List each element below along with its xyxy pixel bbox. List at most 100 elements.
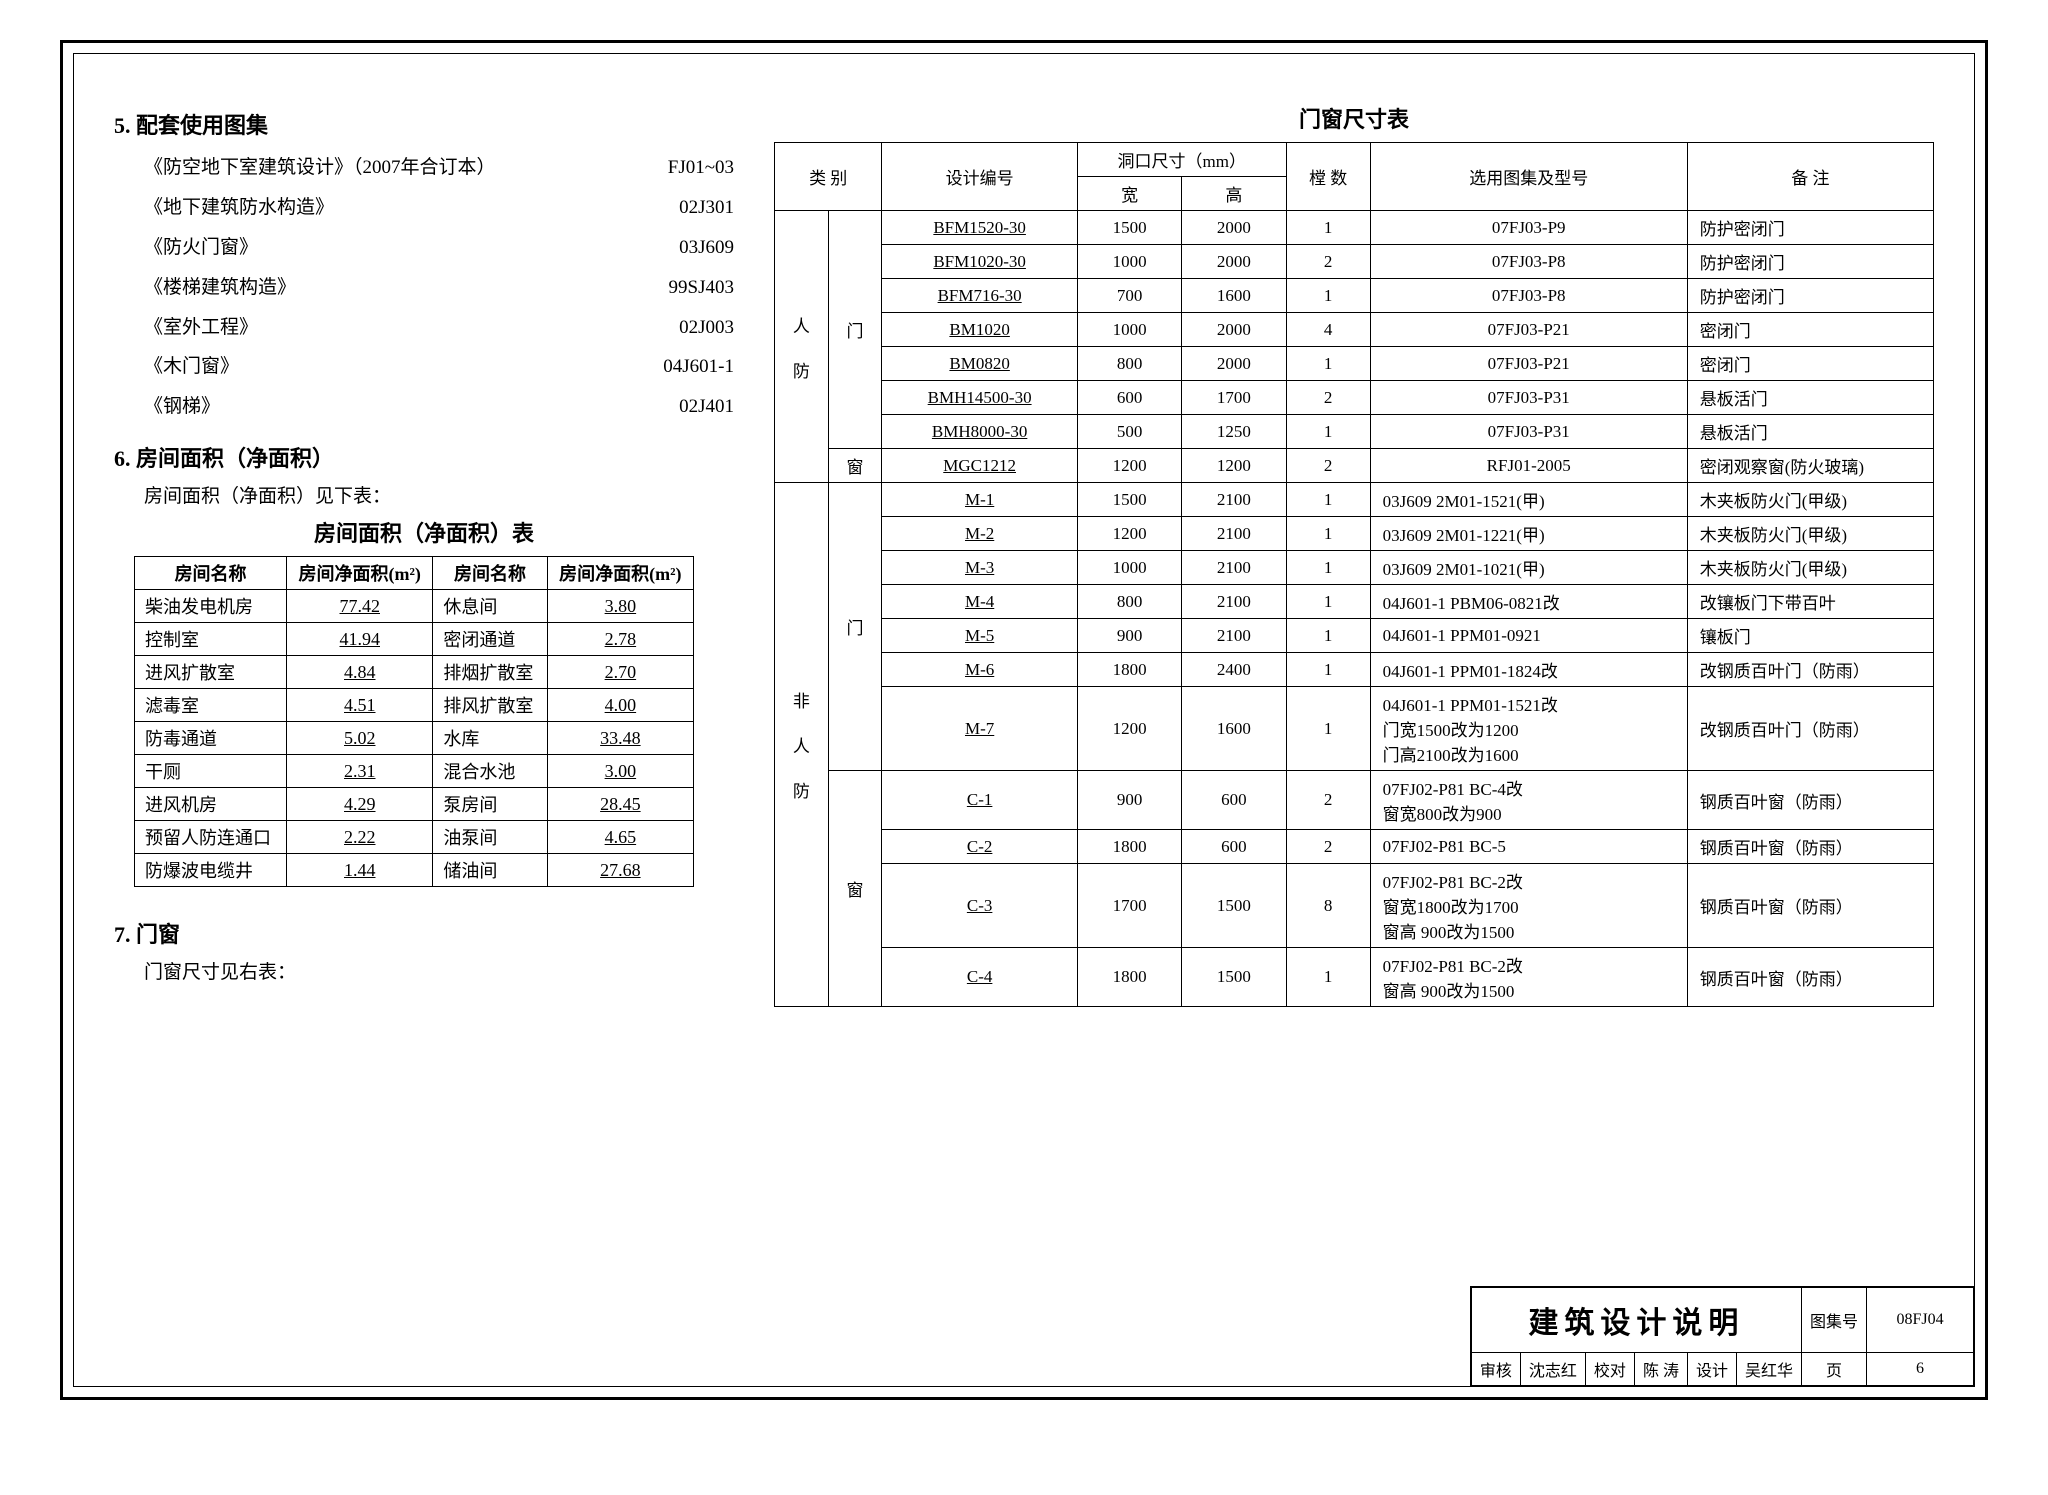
room-name: 进风机房 [135, 788, 287, 821]
room-area: 1.44 [287, 854, 433, 887]
ref-val: RFJ01-2005 [1370, 449, 1687, 483]
title-block: 建筑设计说明 图集号 08FJ04 审核 沈志红 校对 陈 涛 设计 吴红华 页… [1470, 1286, 1975, 1387]
room-name: 油泵间 [433, 821, 547, 854]
area-header: 房间净面积(m²) [547, 557, 693, 590]
design-code: M-4 [882, 585, 1078, 619]
room-name: 干厕 [135, 755, 287, 788]
area-row: 干厕2.31混合水池3.00 [135, 755, 694, 788]
design-code: C-4 [882, 948, 1078, 1007]
ref-val: 07FJ02-P81 BC-5 [1370, 830, 1687, 864]
tuji-label: 图集号 [1801, 1288, 1866, 1353]
room-area: 4.29 [287, 788, 433, 821]
qty-val: 4 [1286, 313, 1370, 347]
design-code: BFM1520-30 [882, 211, 1078, 245]
width-val: 1000 [1077, 313, 1181, 347]
width-val: 1200 [1077, 517, 1181, 551]
reference-name: 《室外工程》 [144, 308, 258, 348]
note-val: 悬板活门 [1687, 415, 1933, 449]
height-val: 1600 [1182, 687, 1286, 771]
room-name: 防毒通道 [135, 722, 287, 755]
room-area: 4.00 [547, 689, 693, 722]
col-note: 备 注 [1687, 143, 1933, 211]
height-val: 1500 [1182, 948, 1286, 1007]
width-val: 1200 [1077, 449, 1181, 483]
qty-val: 1 [1286, 211, 1370, 245]
page-number: 6 [1867, 1353, 1974, 1386]
area-header: 房间名称 [135, 557, 287, 590]
design-code: C-3 [882, 864, 1078, 948]
right-column: 门窗尺寸表 类 别设计编号洞口尺寸（mm）樘 数选用图集及型号备 注宽高人防门B… [774, 94, 1934, 1366]
table-row: M-712001600104J601-1 PPM01-1521改门宽1500改为… [775, 687, 1934, 771]
col-width: 宽 [1077, 177, 1181, 211]
area-header: 房间净面积(m²) [287, 557, 433, 590]
col-size: 洞口尺寸（mm） [1077, 143, 1286, 177]
table-row: 窗C-1900600207FJ02-P81 BC-4改窗宽800改为900钢质百… [775, 771, 1934, 830]
height-val: 1500 [1182, 864, 1286, 948]
reference-code: 02J301 [679, 188, 734, 228]
qty-val: 1 [1286, 279, 1370, 313]
note-val: 密闭观察窗(防火玻璃) [1687, 449, 1933, 483]
table-row: BFM1020-3010002000207FJ03-P8防护密闭门 [775, 245, 1934, 279]
width-val: 1200 [1077, 687, 1181, 771]
height-val: 2100 [1182, 585, 1286, 619]
height-val: 1600 [1182, 279, 1286, 313]
design-code: M-2 [882, 517, 1078, 551]
reference-code: FJ01~03 [668, 148, 734, 188]
room-area: 27.68 [547, 854, 693, 887]
qty-val: 1 [1286, 517, 1370, 551]
width-val: 1700 [1077, 864, 1181, 948]
room-name: 柴油发电机房 [135, 590, 287, 623]
table-row: M-59002100104J601-1 PPM01-0921镶板门 [775, 619, 1934, 653]
ref-val: 07FJ03-P31 [1370, 415, 1687, 449]
qty-val: 1 [1286, 347, 1370, 381]
width-val: 1000 [1077, 245, 1181, 279]
note-val: 悬板活门 [1687, 381, 1933, 415]
ref-val: 07FJ02-P81 BC-2改窗宽1800改为1700窗高 900改为1500 [1370, 864, 1687, 948]
design-code: BFM1020-30 [882, 245, 1078, 279]
design-code: C-1 [882, 771, 1078, 830]
group-feirenfang: 非人防 [775, 483, 829, 1007]
room-name: 排烟扩散室 [433, 656, 547, 689]
ref-val: 03J609 2M01-1021(甲) [1370, 551, 1687, 585]
reference-row: 《木门窗》04J601-1 [144, 347, 734, 387]
height-val: 2000 [1182, 211, 1286, 245]
sub-door: 门 [828, 483, 882, 771]
design-code: M-6 [882, 653, 1078, 687]
col-category: 类 别 [775, 143, 882, 211]
note-val: 木夹板防火门(甲级) [1687, 483, 1933, 517]
qty-val: 2 [1286, 245, 1370, 279]
room-name: 储油间 [433, 854, 547, 887]
note-val: 防护密闭门 [1687, 245, 1933, 279]
note-val: 木夹板防火门(甲级) [1687, 517, 1933, 551]
room-area: 2.78 [547, 623, 693, 656]
note-val: 密闭门 [1687, 347, 1933, 381]
qty-val: 1 [1286, 619, 1370, 653]
col-qty: 樘 数 [1286, 143, 1370, 211]
ref-val: 07FJ02-P81 BC-4改窗宽800改为900 [1370, 771, 1687, 830]
table-row: 人防门BFM1520-3015002000107FJ03-P9防护密闭门 [775, 211, 1934, 245]
reference-row: 《地下建筑防水构造》02J301 [144, 188, 734, 228]
room-area: 2.70 [547, 656, 693, 689]
design-code: BMH14500-30 [882, 381, 1078, 415]
height-val: 1700 [1182, 381, 1286, 415]
reference-code: 03J609 [679, 228, 734, 268]
page-label: 页 [1801, 1353, 1866, 1386]
ref-val: 07FJ03-P8 [1370, 279, 1687, 313]
note-val: 镶板门 [1687, 619, 1933, 653]
ref-val: 07FJ03-P31 [1370, 381, 1687, 415]
table-row: C-418001500107FJ02-P81 BC-2改窗高 900改为1500… [775, 948, 1934, 1007]
table-row: C-21800600207FJ02-P81 BC-5钢质百叶窗（防雨） [775, 830, 1934, 864]
room-name: 水库 [433, 722, 547, 755]
design-code: M-7 [882, 687, 1078, 771]
area-row: 滤毒室4.51排风扩散室4.00 [135, 689, 694, 722]
ref-val: 04J601-1 PPM01-0921 [1370, 619, 1687, 653]
room-area: 3.80 [547, 590, 693, 623]
reference-row: 《防火门窗》03J609 [144, 228, 734, 268]
table-row: M-310002100103J609 2M01-1021(甲)木夹板防火门(甲级… [775, 551, 1934, 585]
qty-val: 1 [1286, 483, 1370, 517]
jiaodui-label: 校对 [1585, 1353, 1634, 1386]
reference-code: 99SJ403 [669, 268, 734, 308]
reference-list: 《防空地下室建筑设计》（2007年合订本）FJ01~03《地下建筑防水构造》02… [144, 148, 734, 427]
width-val: 900 [1077, 619, 1181, 653]
section5-title: 5. 配套使用图集 [114, 108, 734, 140]
